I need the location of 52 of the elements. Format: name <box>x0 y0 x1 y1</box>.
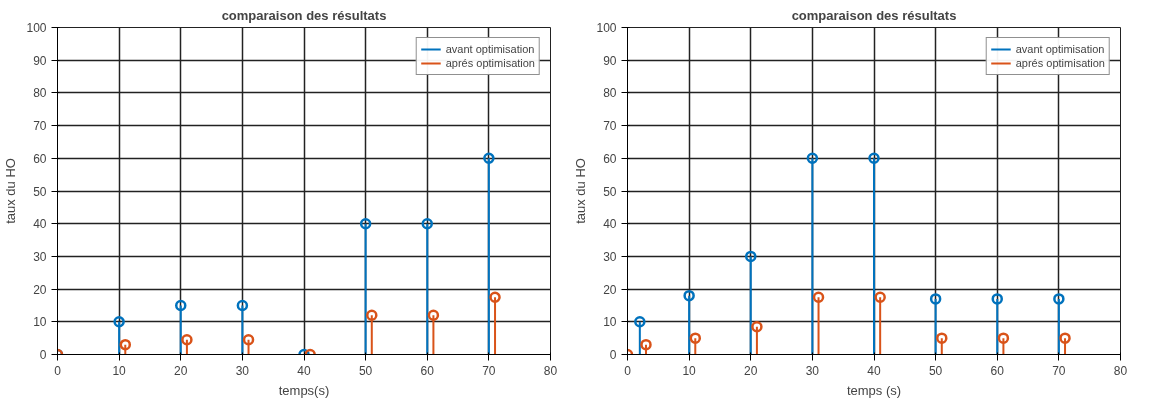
legend-label: avant optimisation <box>445 43 535 55</box>
y-tick-label: 30 <box>33 249 47 264</box>
x-tick-label: 20 <box>744 363 758 378</box>
x-tick-label: 80 <box>543 363 558 378</box>
y-tick-label: 80 <box>603 86 617 101</box>
chart-title: comparaison des résultats <box>221 7 387 23</box>
y-axis-title: taux du HO <box>3 158 19 224</box>
x-tick-label: 30 <box>235 363 250 378</box>
legend-label: avant optimisation <box>1015 43 1105 55</box>
y-tick-label: 20 <box>33 282 47 297</box>
x-tick-label: 70 <box>1052 363 1066 378</box>
y-tick-label: 60 <box>33 151 47 166</box>
y-tick-label: 10 <box>603 315 617 330</box>
x-tick-label: 40 <box>297 363 311 378</box>
x-tick-label: 60 <box>420 363 435 378</box>
x-tick-label: 40 <box>867 363 881 378</box>
y-tick-label: 50 <box>33 184 47 199</box>
y-tick-label: 30 <box>603 249 617 264</box>
y-tick-label: 90 <box>33 53 47 68</box>
legend-label: aprés optimisation <box>1015 57 1105 69</box>
x-tick-label: 30 <box>805 363 820 378</box>
y-tick-label: 100 <box>26 21 47 35</box>
x-tick-label: 70 <box>482 363 496 378</box>
point <box>119 338 132 351</box>
x-axis-title: temps(s) <box>278 382 330 398</box>
y-tick-label: 70 <box>603 119 617 134</box>
y-tick-label: 40 <box>33 217 47 232</box>
x-tick-label: 0 <box>624 363 632 378</box>
y-tick-label: 60 <box>603 151 617 166</box>
x-axis-title: temps (s) <box>846 382 902 398</box>
legend-label: aprés optimisation <box>445 57 535 69</box>
point <box>640 338 652 351</box>
y-tick-label: 40 <box>603 217 617 232</box>
x-tick-label: 80 <box>1113 363 1128 378</box>
x-tick-label: 20 <box>174 363 188 378</box>
x-tick-label: 10 <box>682 363 697 378</box>
y-tick-label: 80 <box>33 86 47 101</box>
x-tick-label: 10 <box>112 363 127 378</box>
y-axis-title: taux du HO <box>573 158 589 224</box>
y-tick-label: 50 <box>603 184 617 199</box>
y-tick-label: 20 <box>603 282 617 297</box>
y-tick-label: 90 <box>603 53 617 68</box>
x-tick-label: 60 <box>990 363 1005 378</box>
x-tick-label: 0 <box>54 363 62 378</box>
chart-title: comparaison des résultats <box>791 7 957 23</box>
y-tick-label: 10 <box>33 315 47 330</box>
x-tick-label: 50 <box>928 363 943 378</box>
y-tick-label: 70 <box>33 119 47 134</box>
x-tick-label: 50 <box>358 363 373 378</box>
y-tick-label: 0 <box>39 348 47 362</box>
y-tick-label: 100 <box>596 21 617 35</box>
y-tick-label: 0 <box>609 348 617 362</box>
